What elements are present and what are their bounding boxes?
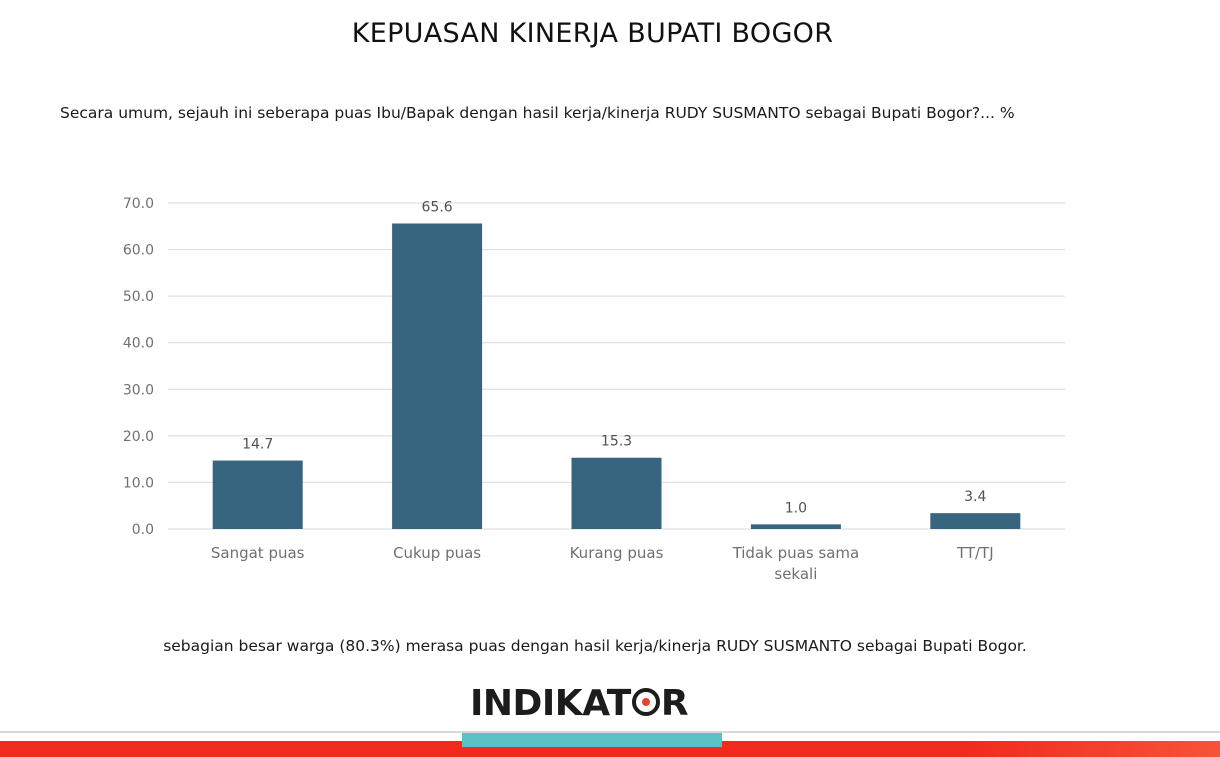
chart-conclusion: sebagian besar warga (80.3%) merasa puas… [163,637,1027,655]
y-tick-label: 50.0 [123,289,154,305]
bar [750,524,841,529]
footer-red-band [0,741,1220,757]
page-title: KEPUASAN KINERJA BUPATI BOGOR [351,18,834,49]
x-category-label: Sangat puas [211,544,305,562]
footer-teal-band [462,733,722,747]
indikator-logo: INDIKAT R [470,683,689,724]
survey-question: Secara umum, sejauh ini seberapa puas Ib… [60,104,1015,122]
y-tick-label: 20.0 [123,429,154,445]
y-tick-label: 70.0 [123,196,154,212]
x-category-label: TT/TJ [956,544,994,562]
bar-chart: 0.0 10.0 20.0 30.0 40.0 50.0 60.0 70.0 14.7 Sanga… [123,196,1065,583]
y-tick-label: 10.0 [123,475,154,491]
data-label: 1.0 [785,500,807,516]
footer-red-fade [960,741,1220,757]
x-category-label: sekali [774,565,817,583]
x-category-label: Tidak puas sama [732,544,860,562]
footer-divider [0,731,1220,733]
y-tick-label: 60.0 [123,243,154,259]
y-tick-label: 0.0 [132,522,154,538]
bar [212,460,303,529]
data-label: 15.3 [601,434,632,450]
y-tick-label: 30.0 [123,382,154,398]
bar [571,457,662,529]
x-category-label: Kurang puas [570,544,664,562]
data-label: 14.7 [242,437,273,453]
y-tick-label: 40.0 [123,336,154,352]
x-category-label: Cukup puas [393,544,481,562]
bar [930,513,1021,529]
data-label: 3.4 [964,489,986,505]
logo-target-icon [631,688,660,716]
data-label: 65.6 [422,199,453,215]
bar [392,223,483,529]
